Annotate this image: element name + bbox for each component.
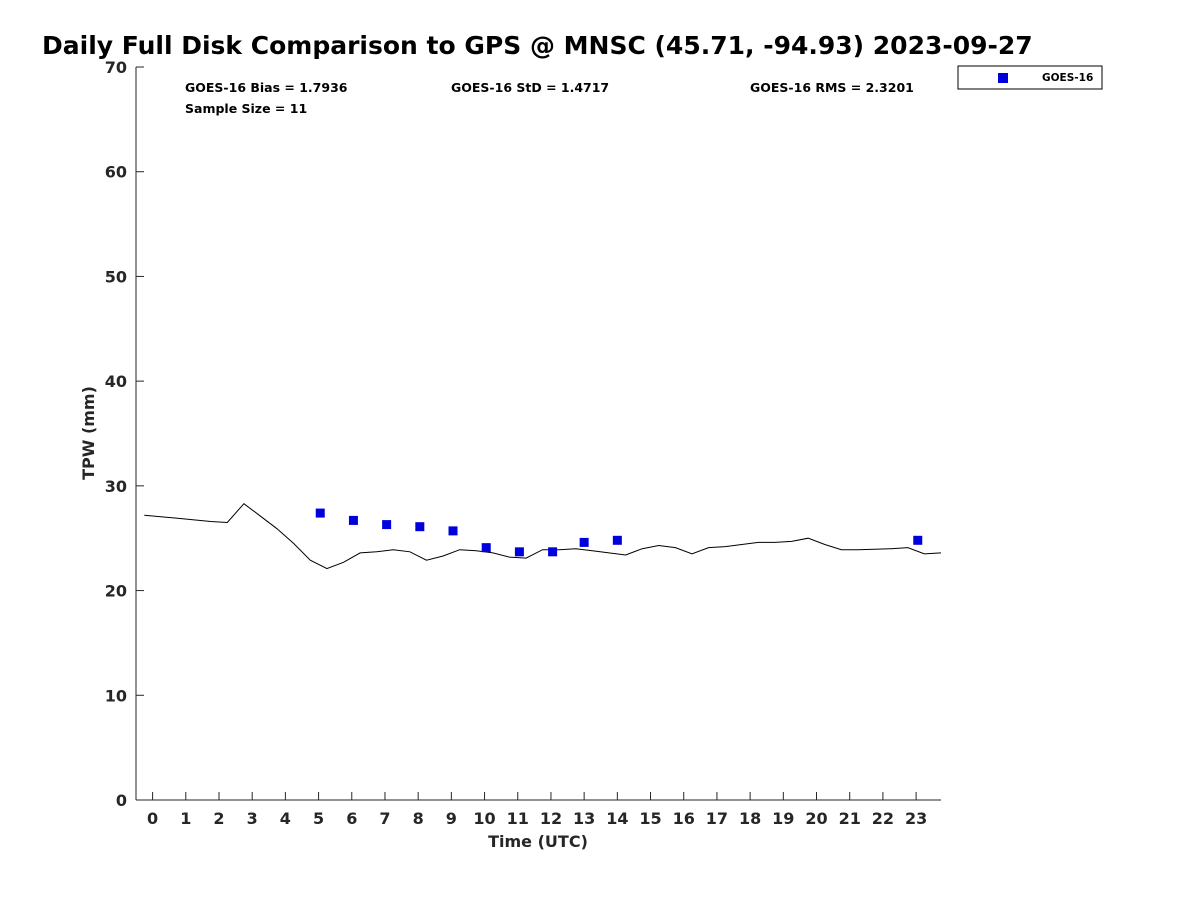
x-tick-label: 3 (247, 809, 258, 828)
y-tick-label: 70 (105, 58, 127, 77)
goes16-data-point (514, 547, 524, 557)
y-tick-label: 30 (105, 477, 127, 496)
x-tick-label: 20 (805, 809, 827, 828)
x-tick-label: 11 (507, 809, 529, 828)
x-tick-label: 23 (905, 809, 927, 828)
stat-rms: GOES-16 RMS = 2.3201 (750, 80, 914, 95)
goes16-data-point (579, 537, 589, 547)
x-tick-label: 21 (839, 809, 861, 828)
goes16-data-point (415, 522, 425, 532)
goes16-marker-layer (315, 508, 923, 557)
x-tick-label: 13 (573, 809, 595, 828)
x-tick-label: 12 (540, 809, 562, 828)
x-tick-label: 2 (213, 809, 224, 828)
goes16-data-point (315, 508, 325, 518)
gps-line (144, 503, 942, 570)
y-tick-label: 60 (105, 163, 127, 182)
y-tick-label: 0 (116, 791, 127, 810)
x-tick-label: 0 (147, 809, 158, 828)
x-tick-label: 15 (639, 809, 661, 828)
x-tick-label: 22 (872, 809, 894, 828)
x-axis-label: Time (UTC) (488, 832, 588, 851)
x-tick-label: 18 (739, 809, 761, 828)
stat-sample-size: Sample Size = 11 (185, 101, 307, 116)
x-tick-label: 1 (180, 809, 191, 828)
goes16-data-point (448, 526, 458, 536)
gps-line-layer (144, 503, 942, 570)
y-tick-label: 50 (105, 267, 127, 286)
x-tick-label: 16 (673, 809, 695, 828)
legend: GOES-16 (957, 65, 1103, 90)
goes16-data-point (548, 547, 558, 557)
x-tick-label: 9 (446, 809, 457, 828)
x-tick-label: 8 (413, 809, 424, 828)
legend-box (957, 65, 1103, 90)
stat-bias: GOES-16 Bias = 1.7936 (185, 80, 348, 95)
goes16-data-point (481, 543, 491, 553)
x-tick-label: 19 (772, 809, 794, 828)
stat-std: GOES-16 StD = 1.4717 (451, 80, 609, 95)
y-tick-label: 20 (105, 582, 127, 601)
x-tick-label: 17 (706, 809, 728, 828)
x-tick-label: 10 (473, 809, 495, 828)
y-tick-label: 40 (105, 372, 127, 391)
y-tick-label: 10 (105, 686, 127, 705)
goes16-data-point (348, 515, 358, 525)
x-tick-label: 7 (379, 809, 390, 828)
chart-title: Daily Full Disk Comparison to GPS @ MNSC… (42, 31, 1033, 60)
x-tick-label: 6 (346, 809, 357, 828)
y-axis-label: TPW (mm) (79, 386, 98, 480)
legend-label-goes16: GOES-16 (1042, 72, 1093, 84)
x-tick-label: 4 (280, 809, 291, 828)
legend-marker-goes16 (998, 73, 1008, 83)
goes16-data-point (612, 535, 622, 545)
x-tick-label: 14 (606, 809, 628, 828)
x-tick-label: 5 (313, 809, 324, 828)
goes16-data-point (382, 520, 392, 530)
goes16-data-point (913, 535, 923, 545)
